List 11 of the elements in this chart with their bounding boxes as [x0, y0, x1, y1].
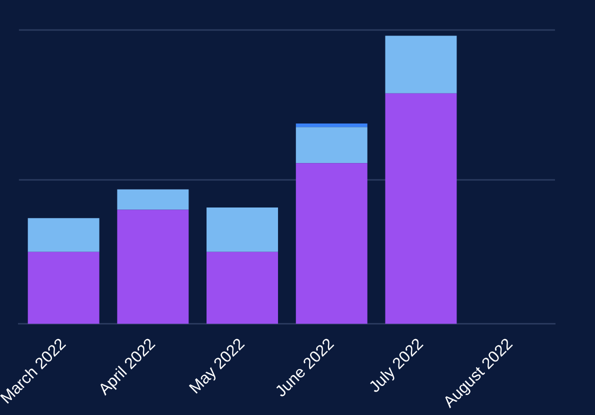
- bar: [206, 252, 278, 324]
- bar: [206, 207, 278, 252]
- bar: [28, 252, 100, 324]
- bar: [296, 127, 368, 164]
- bar: [117, 189, 189, 210]
- bar: [385, 93, 457, 324]
- bar: [296, 123, 368, 128]
- bar: [117, 210, 189, 324]
- bar: [385, 36, 457, 94]
- bar: [28, 218, 100, 252]
- bar: [296, 163, 368, 324]
